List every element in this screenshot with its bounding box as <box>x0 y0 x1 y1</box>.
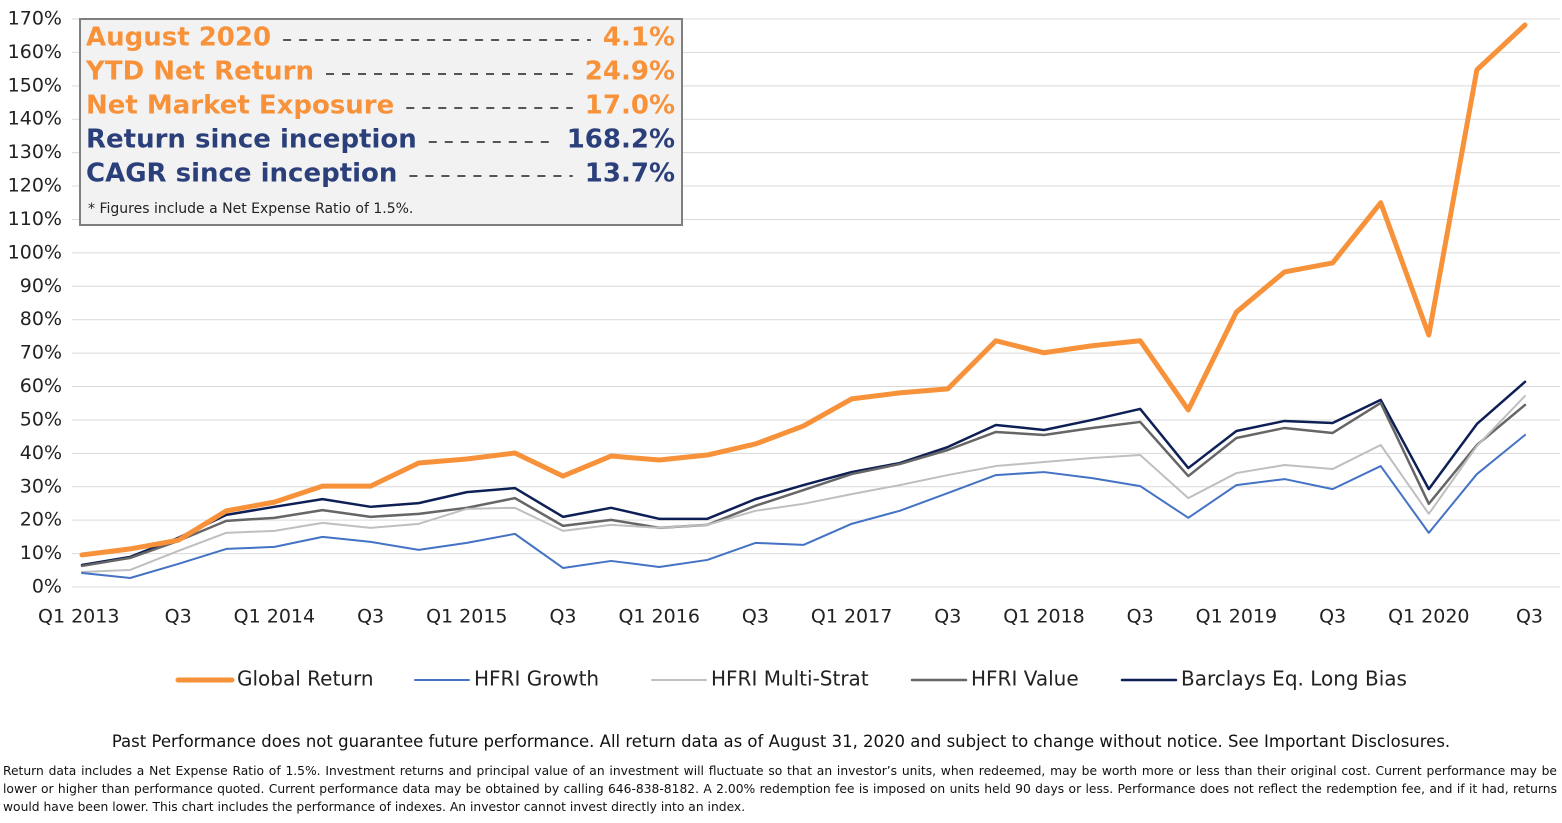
y-tick-label: 170% <box>8 8 62 30</box>
summary-box <box>79 18 683 226</box>
series-line <box>81 394 1526 573</box>
x-tick-label: Q3 <box>742 606 769 628</box>
legend-label: Global Return <box>237 667 374 691</box>
legend-label: HFRI Multi-Strat <box>711 667 869 691</box>
box-note: * Figures include a Net Expense Ratio of… <box>88 201 413 217</box>
legend-label: HFRI Growth <box>474 667 599 691</box>
x-tick-label: Q3 <box>357 606 384 628</box>
y-tick-label: 40% <box>20 442 62 464</box>
legend-label: HFRI Value <box>971 667 1079 691</box>
box-value: 13.7% <box>585 159 675 189</box>
series-line <box>80 401 1527 568</box>
box-value: 24.9% <box>585 57 675 87</box>
y-tick-label: 160% <box>8 41 62 63</box>
x-tick-label: Q3 <box>1319 606 1346 628</box>
y-tick-label: 30% <box>20 475 62 497</box>
y-tick-label: 10% <box>20 542 62 564</box>
series-line <box>79 22 1528 558</box>
box-label: Return since inception <box>86 125 417 155</box>
y-tick-label: 150% <box>8 74 62 96</box>
series-line <box>81 433 1526 579</box>
y-tick-label: 100% <box>8 241 62 263</box>
x-tick-label: Q3 <box>165 606 192 628</box>
y-tick-label: 20% <box>20 509 62 531</box>
chart: 0% 10% 20% 30% 40% 50% 60% 70% 80% 90% 100% 110% 120… <box>8 8 1560 691</box>
box-label: CAGR since inception <box>86 159 397 189</box>
series-line <box>80 380 1527 567</box>
x-tick-label: Q1 2013 <box>38 606 119 628</box>
x-tick-label: Q3 <box>934 606 961 628</box>
x-tick-label: Q1 2020 <box>1388 606 1469 628</box>
y-tick-label: 120% <box>8 175 62 197</box>
y-tick-label: 50% <box>20 408 62 430</box>
x-tick-label: Q3 <box>1127 606 1154 628</box>
footer-body: Return data includes a Net Expense Ratio… <box>3 764 1557 814</box>
box-label: August 2020 <box>86 23 271 53</box>
y-tick-label: 0% <box>32 576 62 598</box>
y-tick-label: 70% <box>20 342 62 364</box>
x-tick-label: Q1 2016 <box>618 606 699 628</box>
y-tick-label: 90% <box>20 275 62 297</box>
box-value: 4.1% <box>603 23 675 53</box>
y-tick-label: 140% <box>8 108 62 130</box>
x-tick-label: Q1 2018 <box>1003 606 1084 628</box>
x-tick-label: Q3 <box>549 606 576 628</box>
box-value: 17.0% <box>585 91 675 121</box>
box-label: YTD Net Return <box>85 57 314 87</box>
x-tick-label: Q1 2015 <box>426 606 507 628</box>
x-tick-label: Q1 2019 <box>1196 606 1277 628</box>
x-tick-label: Q3 <box>1516 606 1543 628</box>
legend-label: Barclays Eq. Long Bias <box>1181 667 1407 691</box>
y-tick-label: 130% <box>8 141 62 163</box>
x-tick-label: Q1 2017 <box>811 606 892 628</box>
box-label: Net Market Exposure <box>86 91 394 121</box>
y-tick-label: 110% <box>8 208 62 230</box>
box-value: 168.2% <box>567 125 675 155</box>
y-tick-label: 60% <box>20 375 62 397</box>
y-tick-label: 80% <box>20 308 62 330</box>
footer-headline: Past Performance does not guarantee futu… <box>111 732 1451 751</box>
x-tick-label: Q1 2014 <box>234 606 315 628</box>
